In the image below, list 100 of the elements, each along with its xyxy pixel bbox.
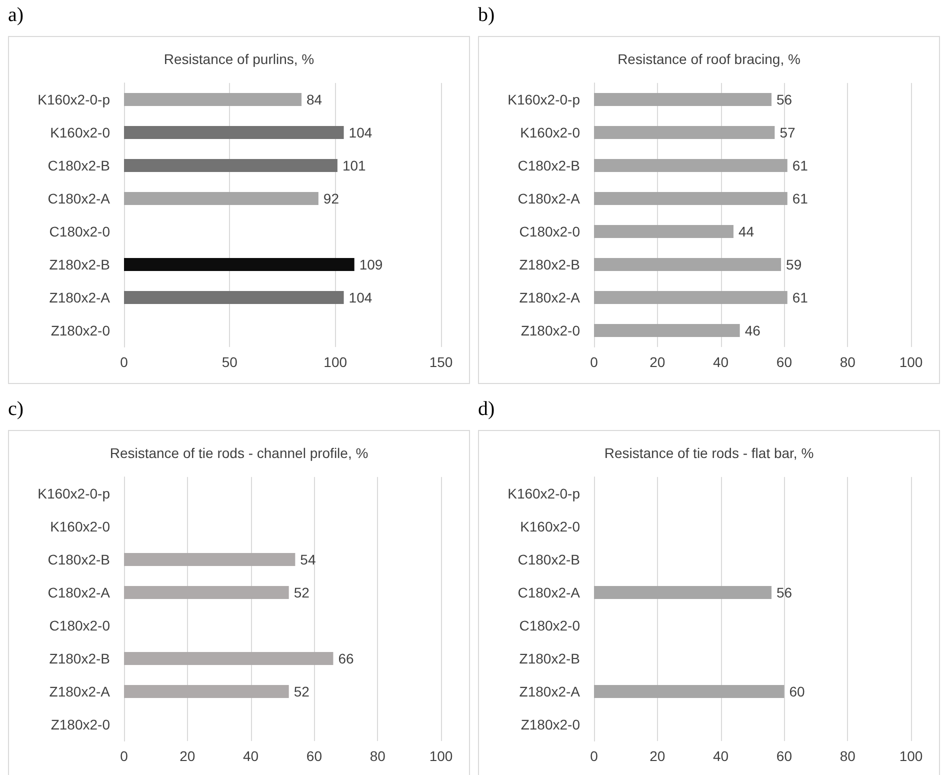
data-label: 56	[776, 584, 792, 600]
y-tick-label: C180x2-0	[519, 224, 580, 240]
bar	[124, 553, 296, 566]
y-tick-label: K160x2-0-p	[508, 92, 580, 108]
x-tick-label: 80	[840, 748, 856, 764]
x-tick-label: 150	[429, 354, 453, 370]
chart-title: Resistance of roof bracing, %	[618, 51, 800, 67]
x-tick-label: 40	[713, 354, 729, 370]
y-tick-label: Z180x2-0	[520, 716, 580, 732]
x-tick-label: 0	[590, 748, 598, 764]
data-label: 61	[792, 190, 808, 206]
data-label: 59	[786, 256, 802, 272]
bar	[124, 586, 289, 599]
chart-title: Resistance of tie rods - channel profile, %	[110, 445, 368, 461]
y-tick-label: K160x2-0	[50, 124, 110, 140]
bar	[594, 159, 788, 172]
y-tick-label: C180x2-A	[518, 190, 581, 206]
y-tick-label: Z180x2-B	[519, 650, 580, 666]
bar	[124, 93, 302, 106]
data-label: 57	[780, 124, 796, 140]
bar	[124, 159, 338, 172]
data-label: 92	[323, 190, 340, 206]
bar	[594, 225, 734, 238]
y-tick-label: C180x2-0	[49, 618, 110, 634]
chart-title: Resistance of tie rods - flat bar, %	[604, 445, 814, 461]
data-label: 61	[792, 290, 808, 306]
bar	[124, 258, 354, 271]
x-tick-label: 60	[776, 748, 792, 764]
x-tick-label: 40	[243, 748, 259, 764]
data-label: 104	[348, 290, 372, 306]
bar	[124, 126, 344, 139]
x-tick-label: 60	[776, 354, 792, 370]
data-label: 101	[342, 158, 366, 174]
data-label: 61	[792, 158, 808, 174]
text: a)	[8, 4, 24, 27]
y-tick-label: Z180x2-B	[49, 650, 110, 666]
x-tick-label: 100	[899, 354, 923, 370]
y-tick-label: Z180x2-A	[49, 290, 111, 306]
bar	[594, 126, 775, 139]
y-tick-label: C180x2-A	[48, 584, 111, 600]
y-tick-label: C180x2-B	[48, 552, 110, 568]
y-tick-label: C180x2-A	[48, 190, 111, 206]
data-label: 56	[776, 92, 792, 108]
chart-title: Resistance of purlins, %	[164, 51, 314, 67]
bar	[594, 93, 772, 106]
y-tick-label: K160x2-0-p	[38, 92, 110, 108]
data-label: 46	[744, 322, 761, 338]
x-tick-label: 0	[120, 354, 128, 370]
y-tick-label: Z180x2-0	[50, 322, 110, 338]
y-tick-label: C180x2-B	[518, 552, 580, 568]
data-label: 84	[306, 92, 322, 108]
bar	[594, 258, 782, 271]
data-label: 54	[300, 552, 316, 568]
y-tick-label: Z180x2-0	[520, 322, 580, 338]
x-tick-label: 80	[370, 748, 386, 764]
x-tick-label: 60	[306, 748, 322, 764]
x-tick-label: 80	[840, 354, 856, 370]
bar	[594, 324, 740, 337]
data-label: 109	[359, 256, 383, 272]
bar	[124, 652, 334, 665]
data-label: 44	[738, 224, 754, 240]
bar	[594, 291, 788, 304]
y-tick-label: Z180x2-A	[49, 684, 111, 700]
y-tick-label: Z180x2-A	[519, 684, 581, 700]
bar	[594, 192, 788, 205]
text: b)	[478, 4, 495, 27]
y-tick-label: C180x2-0	[49, 224, 110, 240]
data-label: 60	[789, 684, 805, 700]
data-label: 66	[338, 650, 354, 666]
y-tick-label: Z180x2-B	[519, 256, 580, 272]
x-tick-label: 100	[429, 748, 453, 764]
y-tick-label: Z180x2-A	[519, 290, 581, 306]
y-tick-label: C180x2-B	[48, 158, 110, 174]
y-tick-label: C180x2-0	[519, 618, 580, 634]
text: d)	[478, 398, 495, 421]
bar	[124, 192, 318, 205]
x-tick-label: 0	[120, 748, 128, 764]
bar	[124, 685, 289, 698]
x-tick-label: 50	[222, 354, 238, 370]
data-label: 52	[294, 684, 310, 700]
y-tick-label: C180x2-A	[518, 584, 581, 600]
data-label: 52	[294, 584, 310, 600]
data-label: 104	[348, 124, 372, 140]
y-tick-label: K160x2-0	[520, 518, 580, 534]
y-tick-label: Z180x2-B	[49, 256, 110, 272]
y-tick-label: Z180x2-0	[50, 716, 110, 732]
y-tick-label: K160x2-0	[50, 518, 110, 534]
x-tick-label: 20	[180, 748, 196, 764]
text: c)	[8, 398, 24, 421]
x-tick-label: 20	[650, 748, 666, 764]
y-tick-label: K160x2-0-p	[38, 486, 110, 502]
y-tick-label: K160x2-0	[520, 124, 580, 140]
x-tick-label: 100	[899, 748, 923, 764]
x-tick-label: 40	[713, 748, 729, 764]
x-tick-label: 20	[650, 354, 666, 370]
bar	[124, 291, 344, 304]
y-tick-label: K160x2-0-p	[508, 486, 580, 502]
y-tick-label: C180x2-B	[518, 158, 580, 174]
x-tick-label: 0	[590, 354, 598, 370]
x-tick-label: 100	[324, 354, 348, 370]
